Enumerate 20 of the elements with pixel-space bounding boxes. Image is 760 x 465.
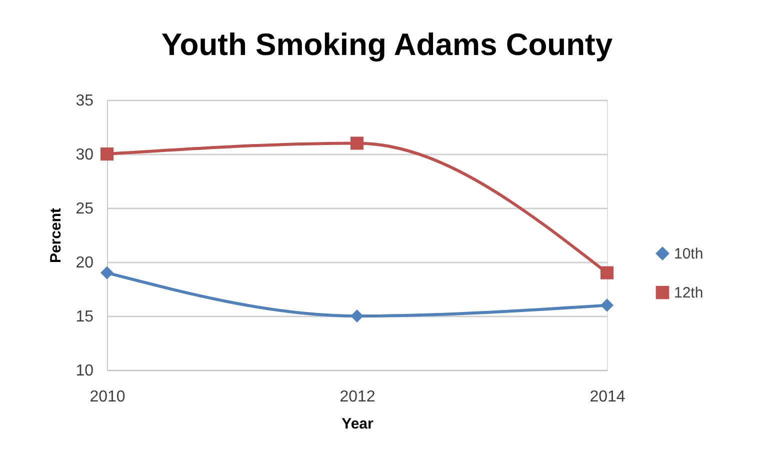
y-tick-label: 25	[76, 200, 94, 218]
point	[100, 266, 114, 280]
y-tick-label: 15	[76, 308, 94, 326]
x-axis-title: Year	[342, 416, 374, 432]
point	[350, 309, 364, 323]
y-tick-label: 35	[76, 92, 94, 110]
point	[350, 136, 364, 150]
point	[100, 147, 114, 161]
chart-title: Youth Smoking Adams County	[161, 27, 614, 62]
legend-label: 12th	[674, 284, 704, 302]
x-tick-label: 2014	[590, 388, 626, 406]
y-axis-title: Percent	[48, 208, 65, 264]
x-tick-label: 2012	[340, 388, 376, 406]
y-tick-label: 20	[76, 254, 94, 272]
legend-label: 10th	[674, 246, 704, 262]
point	[600, 266, 614, 280]
x-tick-label: 2010	[90, 388, 126, 406]
y-tick-label: 10	[76, 362, 94, 380]
y-tick-label: 30	[76, 146, 94, 164]
point	[600, 298, 614, 312]
